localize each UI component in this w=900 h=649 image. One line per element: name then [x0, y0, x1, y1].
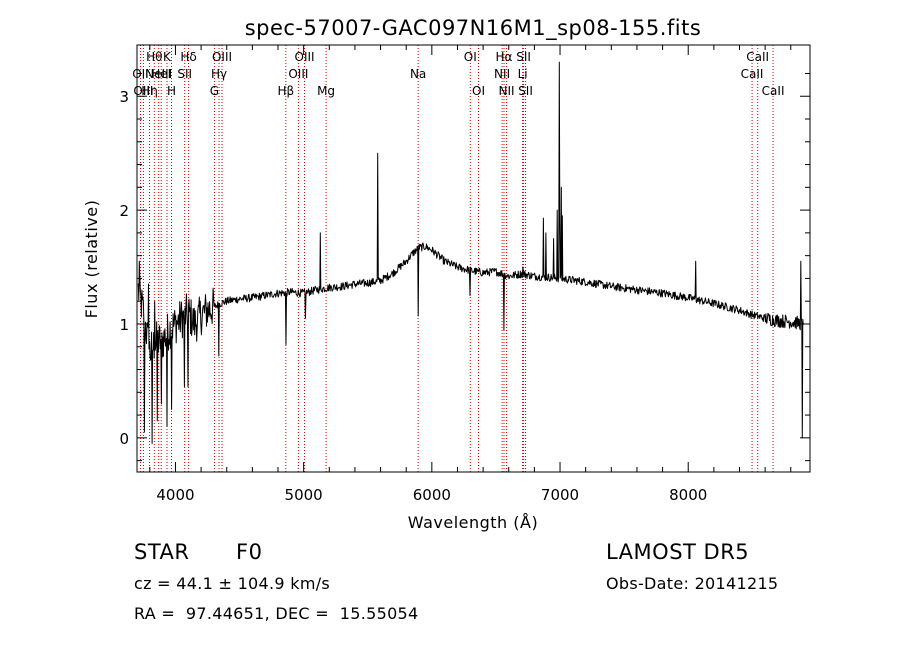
object-subclass: F0 — [236, 540, 263, 564]
y-tick-label: 3 — [119, 88, 129, 106]
line-label: NII — [494, 67, 510, 81]
line-label: OIII — [288, 67, 308, 81]
x-tick-label: 8000 — [669, 486, 707, 504]
survey-name: LAMOST DR5 — [606, 540, 750, 564]
y-tick-label: 2 — [119, 202, 129, 220]
line-label: OII — [132, 67, 149, 81]
line-label: OIII — [295, 50, 315, 64]
object-class: STAR — [134, 540, 190, 564]
observation-date: Obs-Date: 20141215 — [606, 574, 779, 593]
line-label: CaII — [746, 50, 769, 64]
line-label: OI — [464, 50, 477, 64]
line-label: OIII — [212, 50, 232, 64]
line-label: OIII — [133, 84, 153, 98]
x-tick-label: 5000 — [285, 486, 323, 504]
line-label: Li — [518, 67, 528, 81]
line-label: Hη — [141, 84, 158, 98]
plot-frame — [136, 44, 811, 473]
y-axis: 0 1 2 3 — [119, 72, 810, 462]
line-label: SII — [518, 84, 533, 98]
y-tick-label: 1 — [119, 316, 129, 334]
x-axis: 4000 5000 6000 7000 8000 — [149, 45, 792, 504]
line-label: SII — [516, 50, 531, 64]
line-label: Mg — [317, 84, 335, 98]
line-label: Hβ — [277, 84, 294, 98]
emission-line-labels: OIIOIIIHηHθNeIIIHeIKHSIIHδGHγOIIIHβOIIIO… — [132, 50, 784, 98]
redshift-cz: cz = 44.1 ± 104.9 km/s — [134, 574, 331, 593]
line-label: Hα — [496, 50, 513, 64]
chart-title: spec-57007-GAC097N16M1_sp08-155.fits — [245, 16, 702, 41]
x-tick-label: 7000 — [541, 486, 579, 504]
spectrum-line — [137, 61, 804, 444]
ra-dec: RA = 97.44651, DEC = 15.55054 — [134, 604, 419, 623]
x-tick-label: 6000 — [413, 486, 451, 504]
x-axis-label: Wavelength (Å) — [408, 513, 538, 532]
line-label: H — [167, 84, 176, 98]
line-label: Hγ — [211, 67, 227, 81]
line-label: OI — [472, 84, 485, 98]
line-label: K — [163, 50, 172, 64]
line-label: CaII — [762, 84, 785, 98]
line-label: Hδ — [180, 50, 196, 64]
y-tick-label: 0 — [119, 430, 129, 448]
emission-line-markers — [139, 45, 774, 472]
line-label: G — [210, 84, 219, 98]
line-label: Na — [410, 67, 426, 81]
line-label: NeIII — [145, 67, 172, 81]
x-tick-label: 4000 — [156, 486, 194, 504]
line-label: SII — [177, 67, 192, 81]
line-label: HeI — [151, 67, 171, 81]
line-label: Hθ — [146, 50, 162, 64]
line-label: NII — [499, 84, 515, 98]
line-label: CaII — [741, 67, 764, 81]
y-axis-label: Flux (relative) — [82, 200, 101, 319]
